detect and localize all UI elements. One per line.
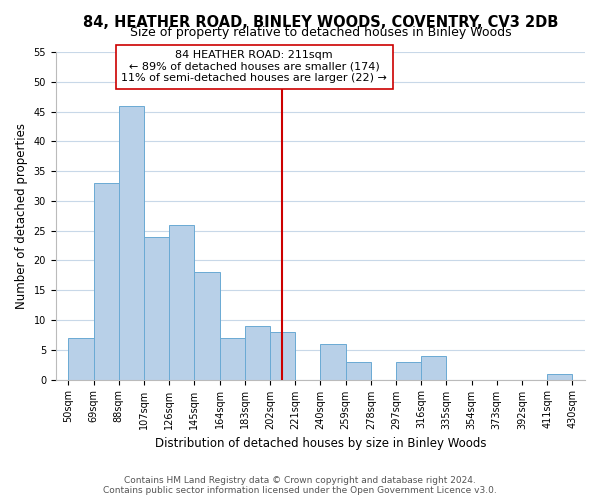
Text: 84 HEATHER ROAD: 211sqm
← 89% of detached houses are smaller (174)
11% of semi-d: 84 HEATHER ROAD: 211sqm ← 89% of detache… <box>121 50 387 84</box>
X-axis label: Distribution of detached houses by size in Binley Woods: Distribution of detached houses by size … <box>155 437 486 450</box>
Bar <box>220 338 245 380</box>
Bar <box>119 106 144 380</box>
Bar <box>547 374 572 380</box>
Bar <box>169 224 194 380</box>
Bar <box>194 272 220 380</box>
Bar <box>346 362 371 380</box>
Bar <box>94 183 119 380</box>
Bar <box>270 332 295 380</box>
Bar <box>320 344 346 380</box>
Title: 84, HEATHER ROAD, BINLEY WOODS, COVENTRY, CV3 2DB: 84, HEATHER ROAD, BINLEY WOODS, COVENTRY… <box>83 15 558 30</box>
Bar <box>396 362 421 380</box>
Bar <box>144 236 169 380</box>
Bar <box>68 338 94 380</box>
Bar <box>245 326 270 380</box>
Bar <box>421 356 446 380</box>
Text: Contains HM Land Registry data © Crown copyright and database right 2024.
Contai: Contains HM Land Registry data © Crown c… <box>103 476 497 495</box>
Text: Size of property relative to detached houses in Binley Woods: Size of property relative to detached ho… <box>130 26 511 39</box>
Y-axis label: Number of detached properties: Number of detached properties <box>15 123 28 309</box>
